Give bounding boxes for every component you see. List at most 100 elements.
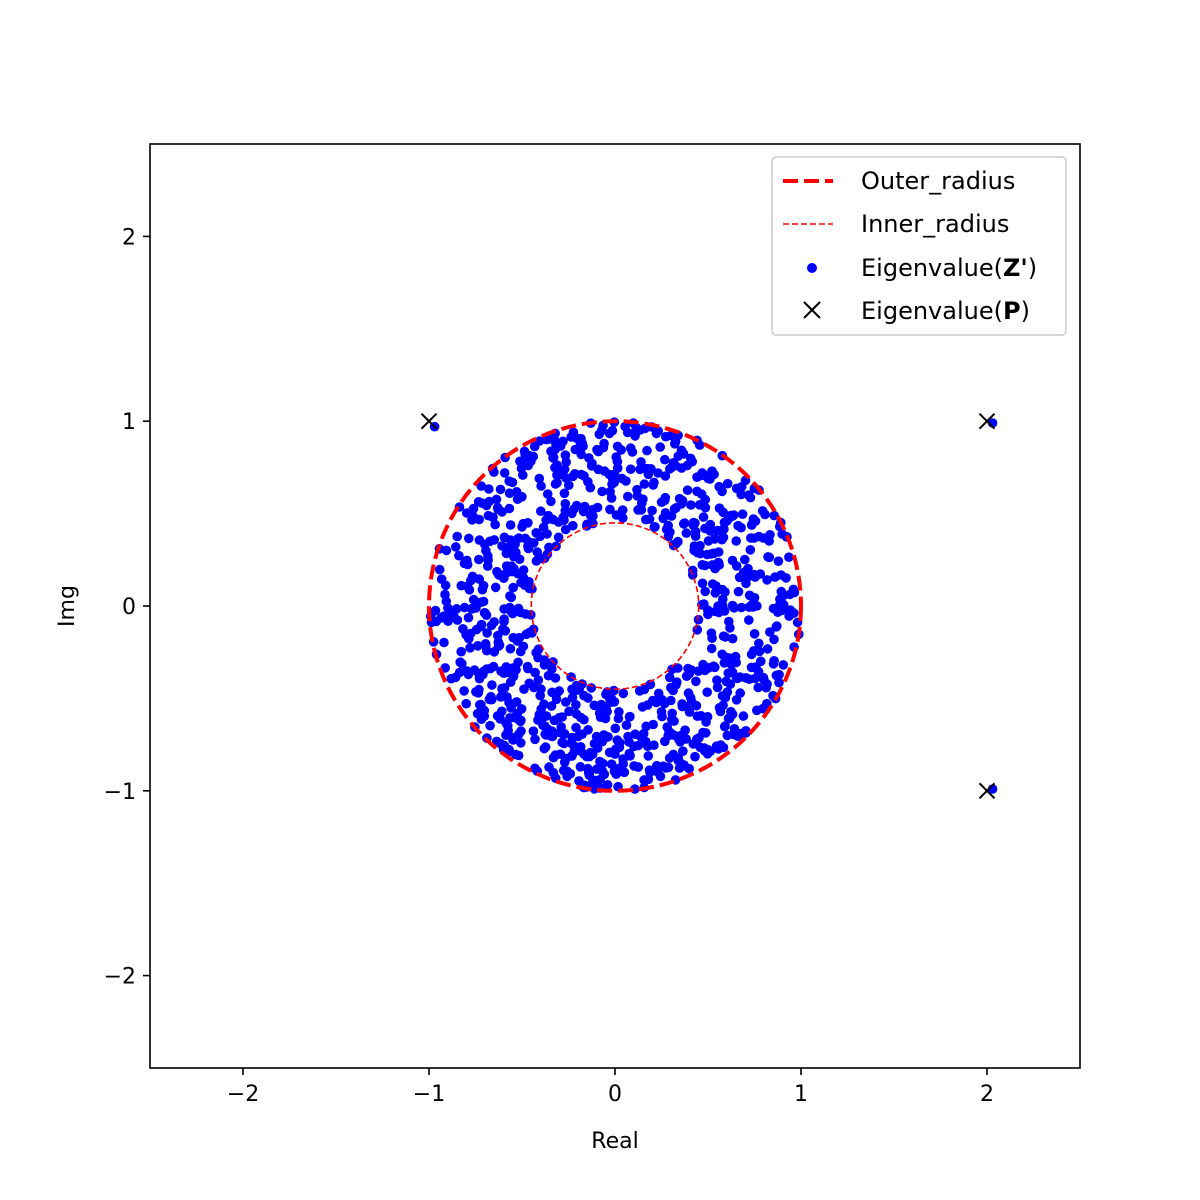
- eigenvalue-z-point: [678, 449, 689, 459]
- eigenvalue-z-point: [533, 644, 544, 654]
- eigenvalue-z-point: [560, 524, 571, 535]
- eigenvalue-z-point: [511, 697, 522, 707]
- eigenvalue-z-point: [713, 601, 723, 611]
- eigenvalue-z-point: [751, 662, 761, 672]
- x-tick-label: −2: [227, 1082, 259, 1107]
- eigenvalue-z-point: [513, 603, 524, 614]
- eigenvalue-z-point: [511, 487, 522, 497]
- eigenvalue-z-point: [679, 760, 689, 770]
- eigenvalue-z-point: [439, 637, 449, 648]
- eigenvalue-z-point: [516, 738, 526, 748]
- eigenvalue-z-point: [566, 738, 577, 749]
- eigenvalue-z-point: [711, 581, 721, 591]
- y-tick-label: 1: [122, 410, 136, 435]
- eigenvalue-z-point: [495, 484, 506, 495]
- eigenvalue-z-point: [501, 561, 512, 571]
- eigenvalue-z-point: [557, 737, 567, 748]
- eigenvalue-z-point: [471, 687, 481, 697]
- eigenvalue-z-point: [465, 643, 475, 653]
- eigenvalue-z-point: [753, 682, 763, 693]
- eigenvalue-z-point: [574, 683, 585, 694]
- eigenvalue-z-point: [722, 478, 733, 489]
- eigenvalue-z-point: [770, 572, 780, 582]
- eigenvalue-z-point: [619, 767, 630, 778]
- eigenvalue-z-point: [677, 699, 687, 709]
- eigenvalue-z-point: [476, 700, 486, 711]
- eigenvalue-z-point: [547, 726, 557, 736]
- eigenvalue-z-point: [579, 714, 589, 725]
- eigenvalue-z-point: [529, 538, 539, 548]
- eigenvalue-z-point: [476, 714, 487, 724]
- eigenvalue-z-point: [702, 687, 712, 697]
- eigenvalue-z-point: [714, 703, 725, 713]
- legend-eigenvalue-p-label: Eigenvalue(P): [861, 297, 1030, 325]
- eigenvalue-z-point: [742, 569, 753, 580]
- legend-eigenvalue-z-label: Eigenvalue(Z'): [861, 254, 1037, 282]
- eigenvalue-z-point: [712, 682, 723, 693]
- eigenvalue-z-point: [746, 649, 757, 660]
- eigenvalue-z-point: [698, 512, 709, 522]
- eigenvalue-z-point: [726, 654, 736, 665]
- eigenvalue-z-point: [506, 606, 516, 616]
- eigenvalue-z-point: [523, 518, 533, 528]
- eigenvalue-z-point: [548, 767, 559, 778]
- eigenvalue-z-point: [774, 669, 784, 680]
- eigenvalue-z-point: [567, 684, 577, 695]
- eigenvalue-z-point: [493, 630, 503, 641]
- eigenvalue-z-point: [749, 629, 760, 639]
- eigenvalue-z-point: [469, 603, 479, 613]
- eigenvalue-z-point: [677, 495, 688, 506]
- eigenvalue-z-point: [659, 698, 670, 709]
- eigenvalue-z-point: [660, 471, 671, 481]
- x-tick-label: 0: [608, 1082, 622, 1107]
- eigenvalue-z-point: [729, 510, 739, 520]
- eigenvalue-z-point: [733, 586, 744, 597]
- eigenvalue-z-point: [764, 552, 775, 563]
- eigenvalue-z-point: [736, 602, 747, 613]
- eigenvalue-z-point: [736, 489, 746, 500]
- eigenvalue-z-point: [769, 656, 779, 666]
- eigenvalue-z-point: [671, 503, 681, 513]
- eigenvalue-z-point: [559, 488, 570, 499]
- eigenvalue-z-point: [536, 506, 546, 516]
- x-tick-label: −1: [413, 1082, 445, 1107]
- eigenvalue-z-point: [599, 438, 609, 449]
- eigenvalue-z-point: [542, 489, 553, 499]
- eigenvalue-z-point: [681, 528, 692, 538]
- eigenvalue-p-series: [420, 412, 996, 800]
- eigenvalue-z-point: [727, 633, 738, 644]
- eigenvalue-z-point: [765, 627, 775, 637]
- eigenvalue-z-point: [606, 493, 617, 503]
- y-tick-label: −1: [104, 780, 136, 805]
- eigenvalue-z-point: [553, 532, 564, 543]
- eigenvalue-z-point: [642, 445, 652, 456]
- eigenvalue-z-point: [531, 556, 542, 566]
- eigenvalue-z-point: [571, 500, 582, 511]
- eigenvalue-z-point: [552, 460, 562, 470]
- eigenvalue-z-point: [777, 529, 787, 539]
- eigenvalue-z-point: [516, 704, 527, 714]
- eigenvalue-z-point: [738, 711, 749, 721]
- eigenvalue-z-series: [425, 417, 998, 794]
- eigenvalue-z-point: [774, 677, 784, 688]
- eigenvalue-z-point: [534, 473, 545, 484]
- eigenvalue-z-point: [660, 492, 671, 503]
- eigenvalue-z-point: [700, 586, 710, 597]
- eigenvalue-z-point: [482, 645, 492, 656]
- eigenvalue-z-point: [546, 701, 557, 711]
- eigenvalue-z-point: [575, 762, 586, 772]
- eigenvalue-z-point: [706, 643, 717, 654]
- eigenvalue-z-point: [515, 456, 525, 467]
- eigenvalue-z-point: [561, 753, 571, 764]
- legend-eigenvalue-z-swatch: [807, 263, 817, 273]
- legend: Outer_radius Inner_radius Eigenvalue(Z')…: [771, 156, 1067, 336]
- eigenvalue-z-point: [547, 664, 557, 674]
- eigenvalue-z-point: [748, 514, 759, 524]
- eigenvalue-z-point: [451, 542, 461, 552]
- eigenvalue-z-point: [754, 638, 764, 649]
- eigenvalue-z-point: [485, 663, 496, 674]
- eigenvalue-z-point: [499, 614, 509, 624]
- eigenvalue-z-point: [762, 575, 772, 585]
- eigenvalue-z-point: [714, 526, 724, 536]
